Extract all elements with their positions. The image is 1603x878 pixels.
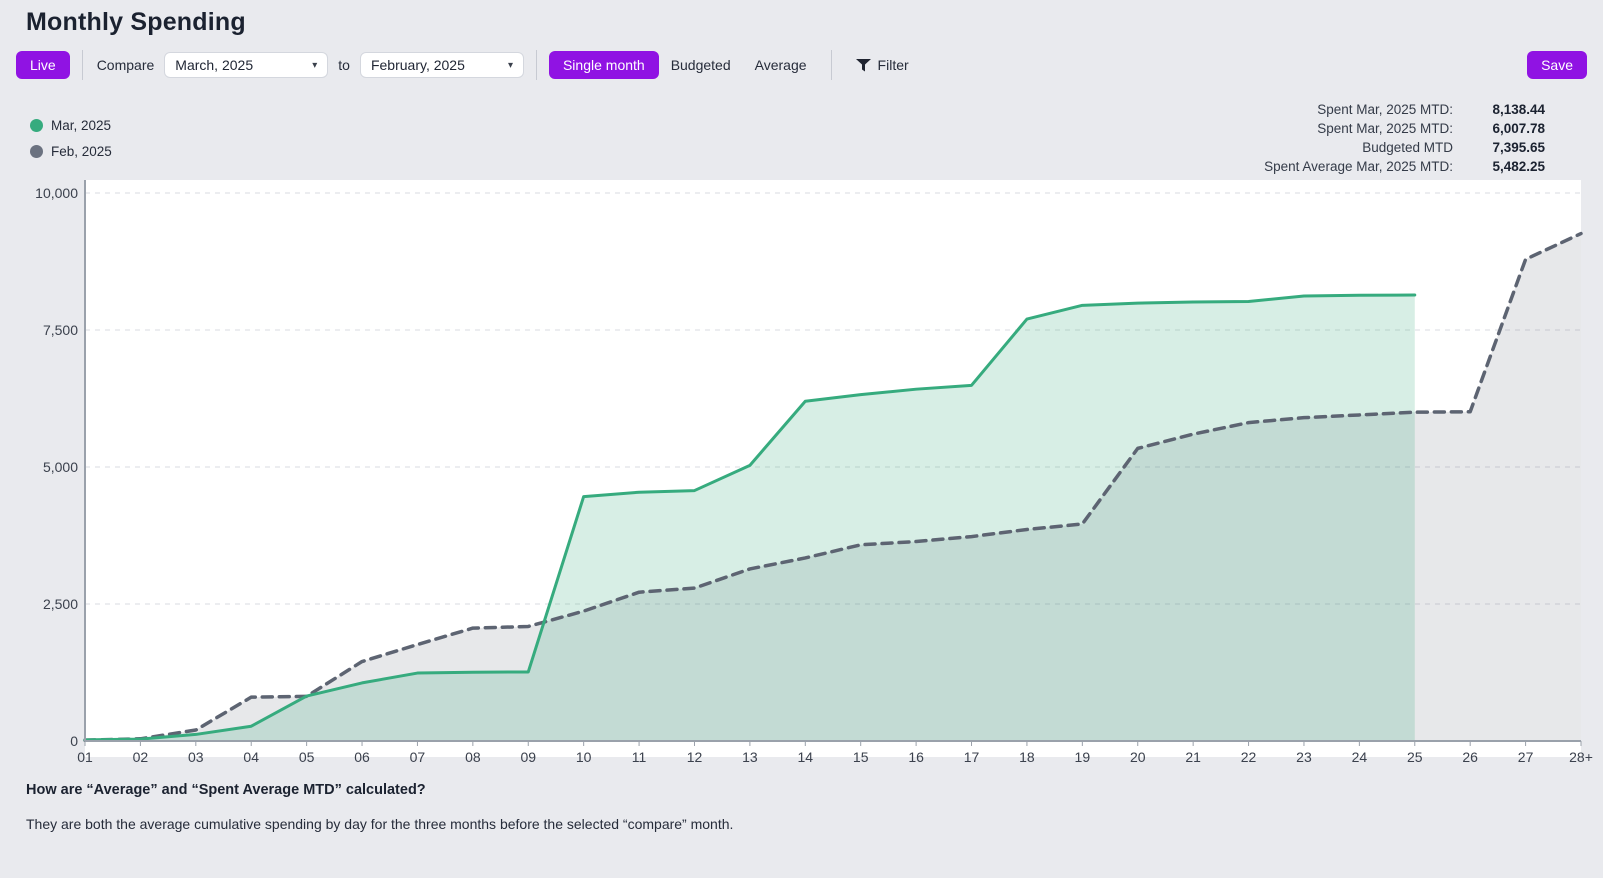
x-axis-label: 21 [1185, 749, 1201, 764]
single-month-button[interactable]: Single month [549, 51, 659, 79]
filter-button-label: Filter [878, 56, 909, 74]
x-axis-label: 15 [853, 749, 869, 764]
x-axis-label: 10 [576, 749, 592, 764]
footer-answer: They are both the average cumulative spe… [26, 816, 1603, 832]
live-button[interactable]: Live [16, 51, 70, 79]
filter-icon [856, 59, 871, 72]
x-axis-label: 18 [1019, 749, 1035, 764]
x-axis-label: 17 [964, 749, 980, 764]
compare-from-select[interactable]: March, 2025 ▾ [164, 52, 328, 78]
compare-to-value: February, 2025 [371, 57, 465, 73]
filter-button[interactable]: Filter [844, 51, 921, 79]
x-axis-label: 28+ [1569, 749, 1593, 764]
x-axis-label: 12 [687, 749, 703, 764]
toolbar-divider [831, 50, 832, 80]
stat-label: Spent Average Mar, 2025 MTD: [1264, 159, 1453, 174]
x-axis-label: 09 [520, 749, 536, 764]
x-axis-label: 03 [188, 749, 204, 764]
y-axis-label: 0 [70, 733, 78, 749]
budgeted-button[interactable]: Budgeted [659, 51, 743, 79]
x-axis-label: 19 [1075, 749, 1091, 764]
stat-value: 5,482.25 [1465, 159, 1545, 174]
stat-value: 6,007.78 [1465, 121, 1545, 136]
stat-value: 7,395.65 [1465, 140, 1545, 155]
x-axis-label: 13 [742, 749, 758, 764]
mar-series-dot-icon [30, 119, 43, 132]
x-axis-label: 06 [354, 749, 370, 764]
x-axis-label: 23 [1296, 749, 1312, 764]
legend-label: Feb, 2025 [51, 144, 112, 159]
x-axis-label: 05 [299, 749, 315, 764]
footer-question: How are “Average” and “Spent Average MTD… [26, 782, 1603, 798]
x-axis-label: 26 [1462, 749, 1478, 764]
average-button[interactable]: Average [743, 51, 819, 79]
compare-label: Compare [97, 57, 155, 73]
x-axis-label: 04 [243, 749, 259, 764]
x-axis-label: 16 [908, 749, 924, 764]
x-axis-label: 22 [1241, 749, 1257, 764]
x-axis-label: 11 [632, 749, 647, 764]
x-axis-label: 14 [798, 749, 814, 764]
legend-item-mar-2025[interactable]: Mar, 2025 [30, 118, 112, 133]
legend: Mar, 2025 Feb, 2025 [30, 118, 112, 159]
x-axis-label: 02 [133, 749, 149, 764]
page-title: Monthly Spending [0, 0, 1603, 37]
y-axis-label: 7,500 [43, 322, 78, 338]
stat-label: Spent Mar, 2025 MTD: [1264, 102, 1453, 117]
x-axis-label: 07 [410, 749, 426, 764]
x-axis-label: 20 [1130, 749, 1146, 764]
compare-from-value: March, 2025 [175, 57, 253, 73]
toolbar-divider [536, 50, 537, 80]
stat-value: 8,138.44 [1465, 102, 1545, 117]
compare-to-select[interactable]: February, 2025 ▾ [360, 52, 524, 78]
feb-series-dot-icon [30, 145, 43, 158]
chevron-down-icon: ▾ [312, 60, 317, 71]
x-axis-label: 24 [1352, 749, 1368, 764]
stat-label: Spent Mar, 2025 MTD: [1264, 121, 1453, 136]
y-axis-label: 5,000 [43, 459, 78, 475]
toolbar: Live Compare March, 2025 ▾ to February, … [16, 50, 1587, 80]
x-axis-label: 01 [77, 749, 93, 764]
to-label: to [338, 57, 350, 73]
y-axis-label: 10,000 [35, 185, 78, 201]
stats-panel: Spent Mar, 2025 MTD: 8,138.44 Spent Mar,… [1264, 102, 1545, 174]
x-axis-label: 08 [465, 749, 481, 764]
stat-label: Budgeted MTD [1264, 140, 1453, 155]
chart-area: Mar, 2025 Feb, 2025 Spent Mar, 2025 MTD:… [0, 96, 1603, 764]
spending-chart: 0 2,500 5,000 7,500 10,000 01 02 03 04 05 06 07 08 09… [0, 174, 1603, 764]
footer: How are “Average” and “Spent Average MTD… [26, 782, 1603, 832]
y-axis-label: 2,500 [43, 596, 78, 612]
legend-label: Mar, 2025 [51, 118, 111, 133]
save-button[interactable]: Save [1527, 51, 1587, 79]
x-axis-label: 27 [1518, 749, 1534, 764]
chevron-down-icon: ▾ [508, 60, 513, 71]
legend-item-feb-2025[interactable]: Feb, 2025 [30, 144, 112, 159]
x-axis-label: 25 [1407, 749, 1423, 764]
toolbar-divider [82, 50, 83, 80]
